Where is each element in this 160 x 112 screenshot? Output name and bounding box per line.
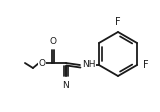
Text: F: F [143,60,148,70]
Text: O: O [49,37,56,46]
Text: NH: NH [82,59,96,69]
Text: F: F [115,16,121,27]
Text: O: O [38,58,45,68]
Text: N: N [63,81,69,90]
